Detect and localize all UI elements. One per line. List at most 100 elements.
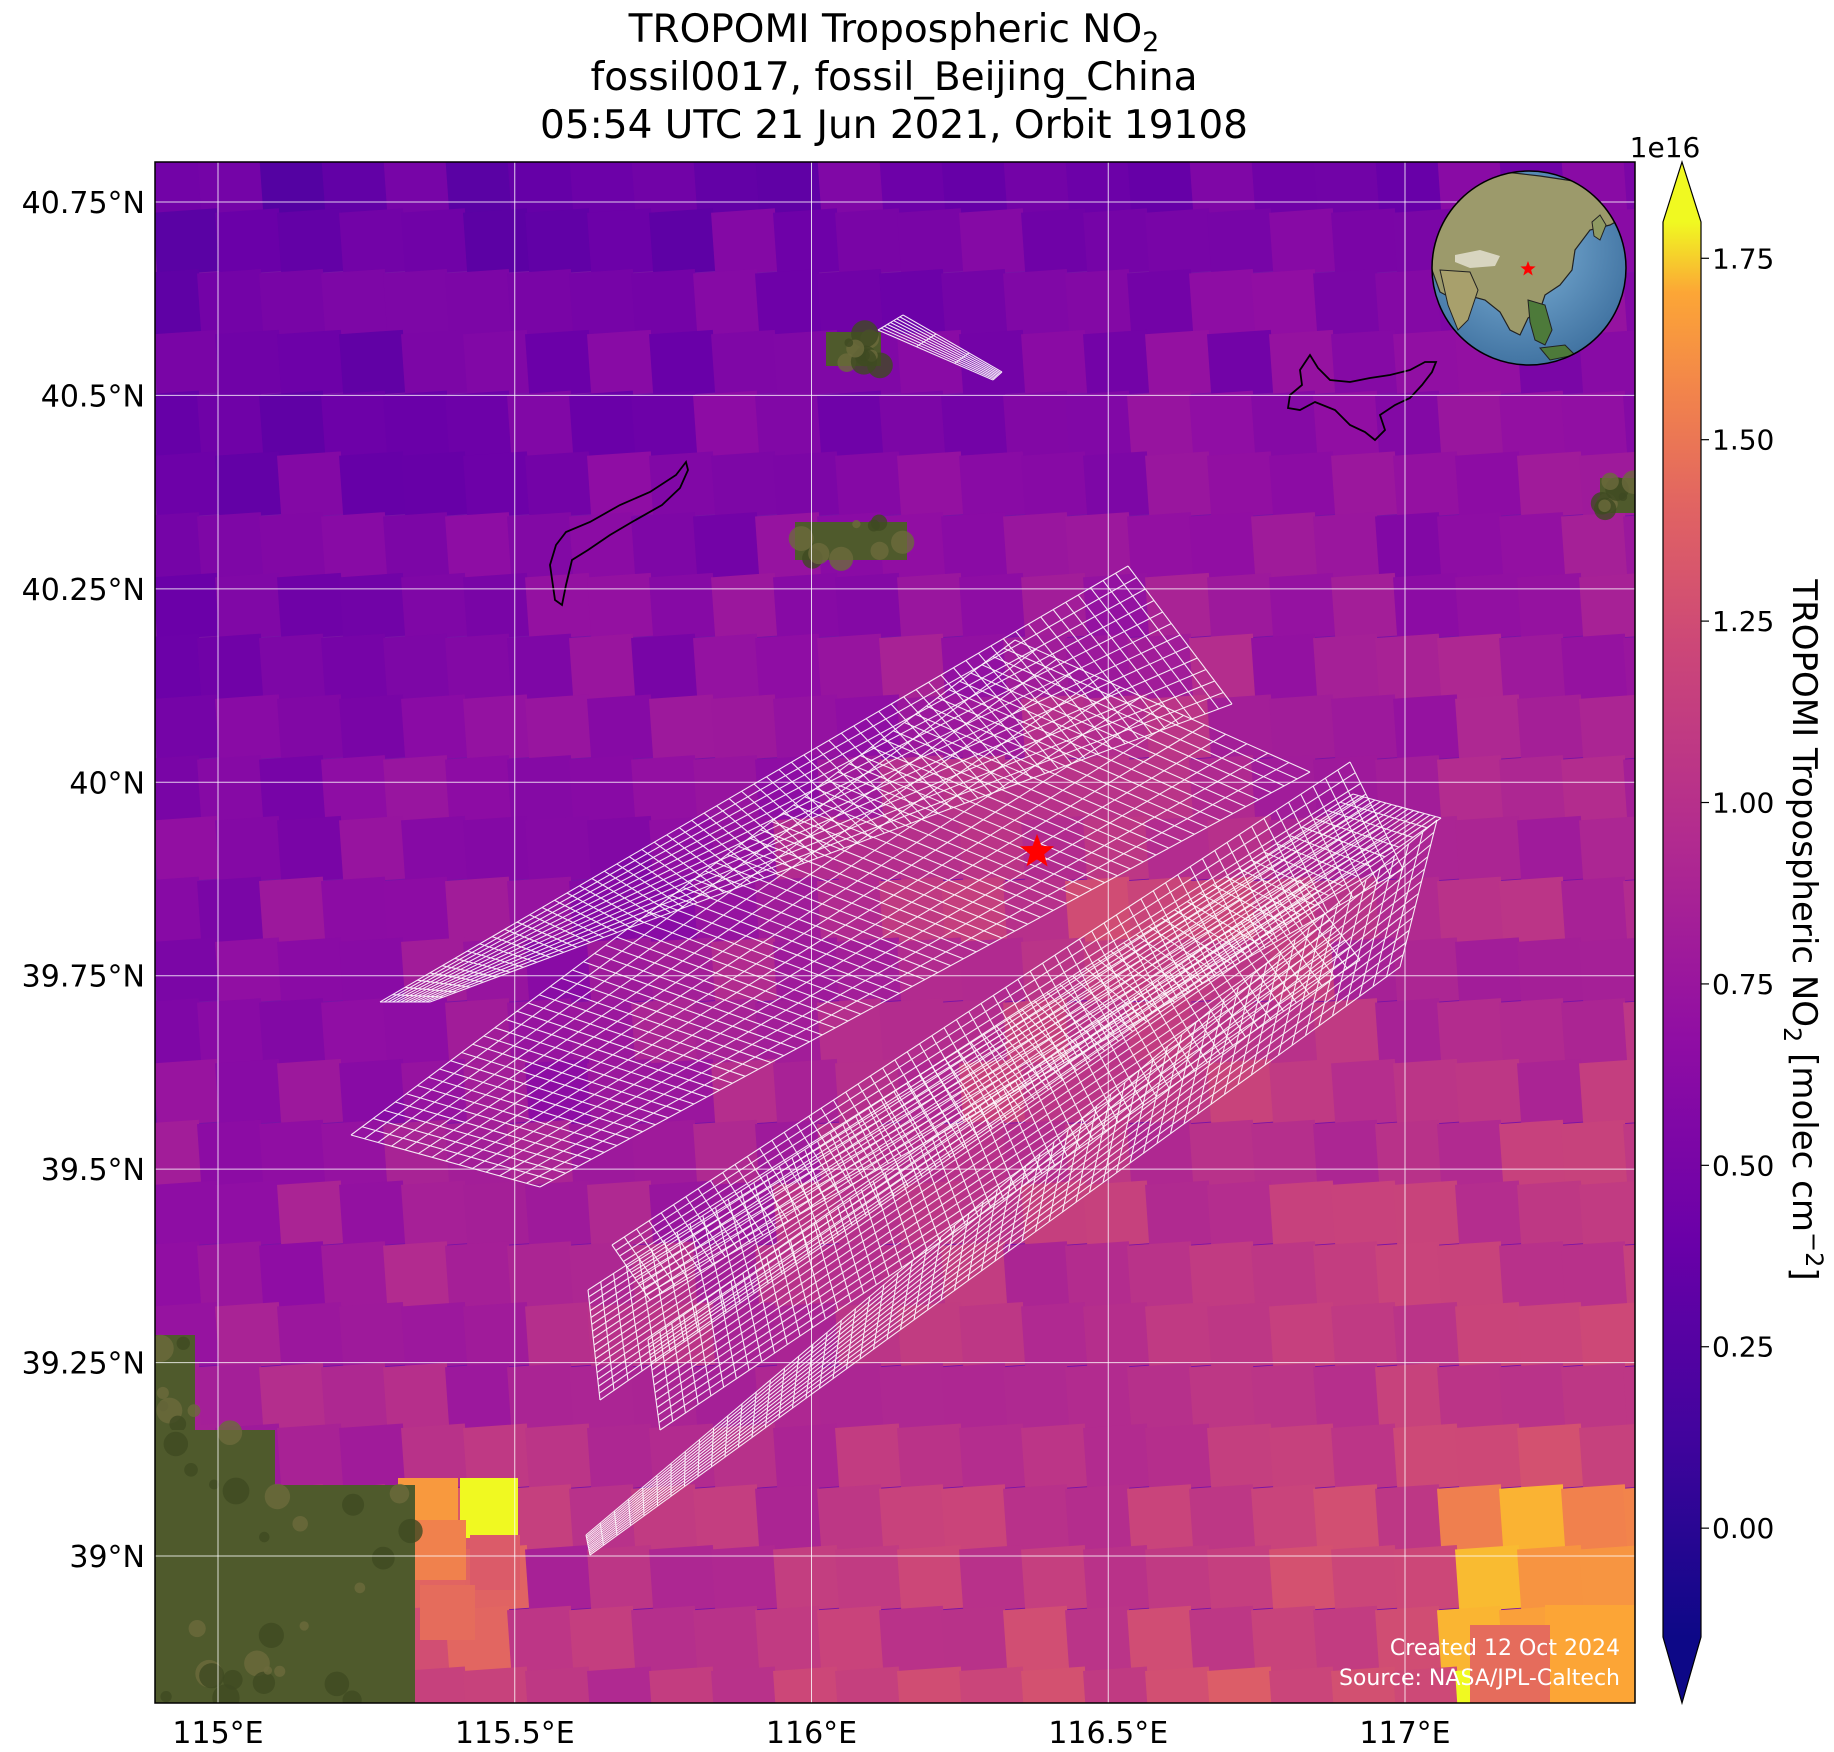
no2-pixel <box>754 633 824 701</box>
no2-pixel <box>1251 1241 1320 1309</box>
no2-pixel <box>1393 1545 1462 1613</box>
lon-tick-label: 115.5°E <box>455 1716 575 1751</box>
imagery-texture <box>844 338 854 348</box>
no2-pixel <box>382 269 452 337</box>
lon-tick-label: 116.5°E <box>1048 1716 1168 1751</box>
no2-pixel <box>1516 1301 1586 1370</box>
imagery-texture <box>151 1731 162 1742</box>
target-star-marker[interactable] <box>1019 833 1055 867</box>
no2-pixel <box>1499 1362 1568 1430</box>
no2-pixel <box>1269 1058 1338 1127</box>
no2-pixel <box>1083 1666 1152 1703</box>
footprint-mesh <box>877 314 1003 381</box>
no2-pixel <box>214 572 284 640</box>
no2-pixel <box>587 1423 656 1491</box>
footprint-mesh <box>587 793 1442 1401</box>
footprint-mesh <box>350 639 1311 1188</box>
no2-pixel <box>1330 1301 1400 1370</box>
no2-pixel <box>401 1058 470 1127</box>
no2-pixel <box>445 755 514 823</box>
no2-pixel <box>462 1058 532 1127</box>
no2-pixel <box>1455 1058 1524 1127</box>
no2-pixel <box>277 694 346 762</box>
no2-pixel <box>525 694 594 762</box>
no2-pixel <box>711 1301 780 1370</box>
no2-pixel <box>1021 451 1090 519</box>
no2-pixel <box>1127 1605 1196 1673</box>
no2-pixel <box>383 1727 451 1752</box>
imagery-texture <box>292 1515 308 1532</box>
no2-pixel <box>197 998 266 1066</box>
no2-pixel <box>321 1727 389 1752</box>
no2-pixel <box>1065 1484 1134 1552</box>
no2-pixel <box>1393 1301 1462 1370</box>
no2-pixel <box>941 998 1010 1066</box>
lat-tick-label: 40°N <box>69 766 145 801</box>
no2-pixel <box>959 329 1028 397</box>
no2-pixel <box>1375 1362 1444 1430</box>
no2-pixel <box>1579 815 1635 883</box>
no2-pixel <box>693 1119 762 1187</box>
title-line-1: TROPOMI Tropospheric NO2 <box>628 7 1160 58</box>
no2-pixel <box>1083 208 1152 276</box>
imagery-texture <box>258 1622 284 1648</box>
imagery-texture <box>217 1420 243 1446</box>
no2-pixel <box>1145 572 1214 640</box>
no2-pixel <box>401 1180 470 1248</box>
no2-pixel <box>1065 1605 1134 1673</box>
no2-pixel <box>1189 1727 1257 1752</box>
no2-pixel <box>959 572 1028 640</box>
no2-pixel <box>1065 512 1134 580</box>
no2-pixel <box>155 633 204 701</box>
no2-pixel <box>1127 162 1196 215</box>
no2-pixel <box>155 876 204 944</box>
no2-pixel <box>587 1180 656 1248</box>
no2-pixel <box>1207 208 1276 276</box>
no2-pixel <box>506 1362 576 1430</box>
no2-pixel <box>462 1180 532 1248</box>
no2-pixel <box>1269 451 1338 519</box>
no2-pixel <box>339 572 408 640</box>
no2-pixel <box>1393 1180 1462 1248</box>
no2-pixel <box>507 162 576 215</box>
no2-pixel <box>693 876 762 944</box>
no2-pixel <box>817 162 886 215</box>
no2-pixel <box>1003 1241 1072 1309</box>
no2-pixel <box>507 876 576 944</box>
no2-pixel <box>155 329 222 397</box>
no2-pixel <box>897 694 966 762</box>
no2-pixel <box>773 1423 842 1491</box>
no2-pixel <box>1083 1180 1152 1248</box>
map-panel[interactable]: Created 12 Oct 2024 Source: NASA/JPL-Cal… <box>135 148 1709 1752</box>
no2-pixel <box>631 998 700 1066</box>
no2-pixel <box>321 390 390 458</box>
no2-pixel <box>897 1666 966 1703</box>
no2-pixel <box>569 1362 638 1430</box>
no2-pixel <box>835 1423 904 1491</box>
no2-pixel <box>1393 815 1462 883</box>
no2-pixel <box>569 512 638 580</box>
longitude-tick-labels: 115°E 115.5°E 116°E 116.5°E 117°E <box>172 1716 1450 1751</box>
no2-pixel <box>462 572 532 640</box>
no2-pixel-high <box>470 1535 520 1590</box>
no2-pixel-high <box>1470 1625 1550 1703</box>
no2-pixel <box>587 572 656 640</box>
no2-pixel <box>648 1423 718 1491</box>
no2-pixel <box>711 1058 780 1127</box>
no2-pixel <box>525 1423 594 1491</box>
no2-pixel <box>339 1423 408 1491</box>
no2-pixel <box>941 1241 1010 1309</box>
imagery-texture <box>852 519 861 529</box>
footprint-mesh <box>647 879 1361 1431</box>
no2-pixel <box>693 269 762 337</box>
no2-pixel <box>569 269 638 337</box>
no2-pixel <box>445 269 514 337</box>
colorbar-tick-label: 0.75 <box>1712 968 1774 1001</box>
imagery-texture <box>342 1493 365 1516</box>
no2-pixel <box>197 390 266 458</box>
no2-pixel <box>1516 937 1586 1005</box>
no2-pixel <box>197 1362 266 1430</box>
no2-pixel <box>1393 329 1462 397</box>
no2-pixel <box>1437 390 1506 458</box>
no2-pixel <box>445 633 514 701</box>
